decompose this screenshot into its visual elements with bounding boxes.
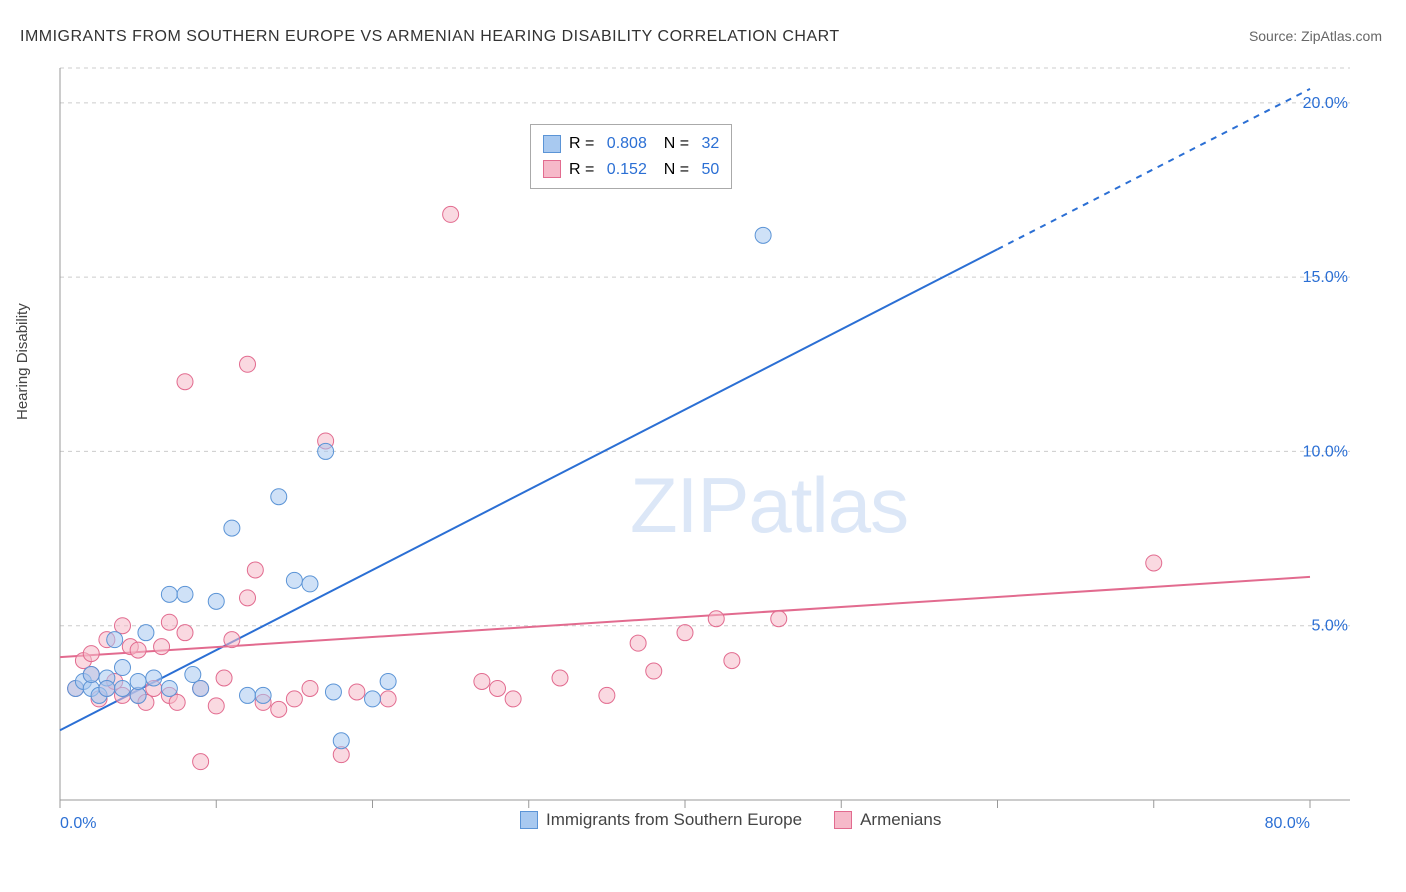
legend-item-series2: Armenians bbox=[834, 810, 941, 830]
svg-text:15.0%: 15.0% bbox=[1303, 269, 1348, 286]
r-label: R = bbox=[569, 131, 599, 157]
chart-title: IMMIGRANTS FROM SOUTHERN EUROPE VS ARMEN… bbox=[20, 28, 840, 46]
n-value-series1: 32 bbox=[702, 131, 720, 157]
r-value-series1: 0.808 bbox=[607, 131, 647, 157]
n-label: N = bbox=[655, 157, 694, 183]
swatch-series2-bottom bbox=[834, 811, 852, 829]
legend-label-series2: Armenians bbox=[860, 810, 941, 830]
watermark-text: ZIPatlas bbox=[630, 460, 908, 551]
swatch-series1 bbox=[543, 135, 561, 153]
swatch-series1-bottom bbox=[520, 811, 538, 829]
swatch-series2 bbox=[543, 160, 561, 178]
svg-text:10.0%: 10.0% bbox=[1303, 443, 1348, 460]
legend-label-series1: Immigrants from Southern Europe bbox=[546, 810, 802, 830]
source-attribution: Source: ZipAtlas.com bbox=[1249, 28, 1382, 44]
legend-item-series1: Immigrants from Southern Europe bbox=[520, 810, 802, 830]
n-value-series2: 50 bbox=[702, 157, 720, 183]
r-value-series2: 0.152 bbox=[607, 157, 647, 183]
svg-text:20.0%: 20.0% bbox=[1303, 95, 1348, 112]
svg-text:80.0%: 80.0% bbox=[1265, 815, 1310, 832]
y-axis-label: Hearing Disability bbox=[14, 303, 31, 420]
svg-text:0.0%: 0.0% bbox=[60, 815, 96, 832]
r-label: R = bbox=[569, 157, 599, 183]
correlation-legend: R = 0.808 N = 32 R = 0.152 N = 50 bbox=[530, 124, 732, 189]
legend-row-series2: R = 0.152 N = 50 bbox=[543, 157, 719, 183]
n-label: N = bbox=[655, 131, 694, 157]
legend-row-series1: R = 0.808 N = 32 bbox=[543, 131, 719, 157]
series-legend: Immigrants from Southern Europe Armenian… bbox=[520, 810, 941, 830]
chart-container: 0.0% 80.0% 5.0% 10.0% 15.0% 20.0% R = 0.808 N… bbox=[50, 60, 1360, 840]
svg-text:5.0%: 5.0% bbox=[1312, 618, 1348, 635]
